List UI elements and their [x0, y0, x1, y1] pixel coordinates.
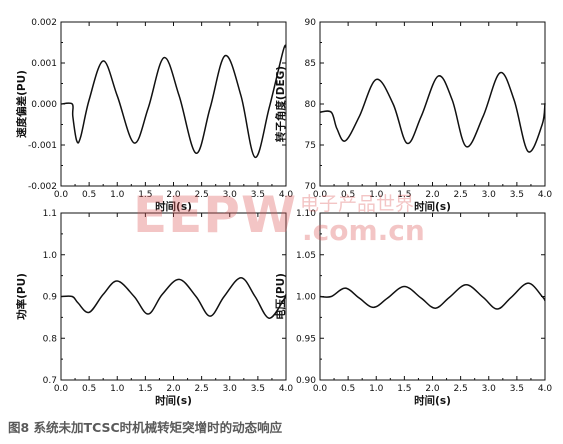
- x-tick-label: 1.0: [369, 384, 384, 394]
- x-tick-label: 2.5: [453, 384, 467, 394]
- y-tick-label: 0.001: [31, 59, 57, 69]
- x-axis-label: 时间(s): [414, 200, 451, 213]
- x-tick-label: 0.5: [82, 384, 96, 394]
- x-tick-label: 3.5: [510, 384, 524, 394]
- x-tick-label: 2.5: [194, 190, 208, 200]
- watermark-url-text: .com.cn: [302, 214, 425, 247]
- x-tick-label: 2.0: [425, 190, 440, 200]
- x-tick-label: 1.5: [138, 384, 152, 394]
- y-tick-label: 0.002: [31, 18, 57, 28]
- y-tick-label: 1.00: [296, 293, 316, 303]
- x-tick-label: 4.0: [279, 384, 294, 394]
- x-tick-label: 4.0: [538, 384, 553, 394]
- watermark-cn-text: 电子产品世界: [300, 193, 414, 215]
- x-axis-label: 时间(s): [414, 394, 451, 407]
- x-tick-label: 1.5: [397, 190, 411, 200]
- x-tick-label: 3.0: [223, 190, 238, 200]
- x-tick-label: 0.0: [313, 190, 328, 200]
- x-tick-label: 0.0: [54, 190, 69, 200]
- y-axis-label: 转子角度(DEG): [274, 66, 287, 142]
- chart-panel-rotor: 0.0 0.5 1.0 1.5 2.0 2.5 3.0 3.5 4.0 70 75 80 85 90 时间(…: [274, 18, 552, 213]
- series-line-speed: [60, 44, 287, 159]
- eepw-watermark: EEPW 电子产品世界 .com.cn: [133, 186, 425, 247]
- y-tick-label: 0.90: [296, 376, 316, 386]
- y-tick-label: 90: [305, 18, 317, 28]
- series-line-power: [60, 276, 287, 319]
- watermark-logo-text: EEPW: [133, 186, 297, 244]
- x-axis-label: 时间(s): [155, 394, 192, 407]
- y-tick-label: 0.8: [43, 334, 58, 344]
- x-tick-label: 2.5: [453, 190, 467, 200]
- y-tick-label: 85: [305, 59, 316, 69]
- plot-frame: [319, 21, 546, 187]
- y-tick-label: 80: [305, 100, 317, 110]
- y-axis-label: 速度偏差(PU): [15, 70, 28, 138]
- chart-panels: 0.0 0.5 1.0 1.5 2.0 2.5 3.0 3.5 4.0 -0.002 -0.001 0…: [15, 18, 552, 407]
- x-axis-label: 时间(s): [155, 200, 192, 213]
- x-tick-label: 1.0: [110, 384, 125, 394]
- x-tick-label: 3.0: [482, 384, 497, 394]
- chart-panel-voltage: 0.0 0.5 1.0 1.5 2.0 2.5 3.0 3.5 4.00.900.951.001…: [274, 209, 552, 407]
- series-line-voltage: [319, 282, 546, 310]
- x-tick-label: 1.0: [369, 190, 384, 200]
- x-tick-label: 2.0: [166, 384, 181, 394]
- y-tick-label: 0.7: [43, 376, 57, 386]
- chart-panel-speed: 0.0 0.5 1.0 1.5 2.0 2.5 3.0 3.5 4.0 -0.002 -0.001 0…: [15, 18, 293, 213]
- x-tick-label: 4.0: [279, 190, 294, 200]
- chart-panel-power: 0.0 0.5 1.0 1.5 2.0 2.5 3.0 3.5 4.0 0.7 0.8 0.9 1.0 1…: [15, 209, 293, 407]
- y-axis-label: 电压(PU): [274, 273, 287, 320]
- x-tick-label: 1.5: [397, 384, 411, 394]
- x-tick-label: 0.0: [54, 384, 69, 394]
- plot-frame: [60, 21, 287, 187]
- series-line-rotor: [319, 71, 546, 153]
- y-tick-label: -0.001: [28, 141, 57, 151]
- x-tick-label: 3.5: [251, 190, 265, 200]
- y-tick-label: 75: [305, 141, 316, 151]
- y-tick-label: 0.95: [296, 334, 316, 344]
- x-tick-label: 0.5: [341, 384, 355, 394]
- figure-caption: 图8 系统未加TCSC时机械转矩突增时的动态响应: [8, 420, 283, 435]
- y-tick-label: 0.9: [43, 293, 58, 303]
- y-axis-label: 功率(PU): [15, 273, 28, 320]
- y-tick-label: 1.10: [296, 209, 316, 219]
- x-tick-label: 3.5: [251, 384, 265, 394]
- y-tick-label: -0.002: [28, 182, 57, 192]
- x-tick-label: 2.0: [425, 384, 440, 394]
- y-tick-label: 1.05: [296, 251, 316, 261]
- x-tick-label: 3.5: [510, 190, 524, 200]
- x-tick-label: 4.0: [538, 190, 553, 200]
- x-tick-label: 0.5: [341, 190, 355, 200]
- x-tick-label: 1.5: [138, 190, 152, 200]
- y-tick-label: 1.1: [43, 209, 57, 219]
- y-tick-label: 0.000: [31, 100, 57, 110]
- x-tick-label: 2.0: [166, 190, 181, 200]
- y-tick-label: 1.0: [43, 251, 58, 261]
- x-tick-label: 1.0: [110, 190, 125, 200]
- x-tick-label: 2.5: [194, 384, 208, 394]
- x-tick-label: 0.5: [82, 190, 96, 200]
- x-tick-label: 0.0: [313, 384, 328, 394]
- x-tick-label: 3.0: [223, 384, 238, 394]
- x-tick-label: 3.0: [482, 190, 497, 200]
- y-tick-label: 70: [305, 182, 317, 192]
